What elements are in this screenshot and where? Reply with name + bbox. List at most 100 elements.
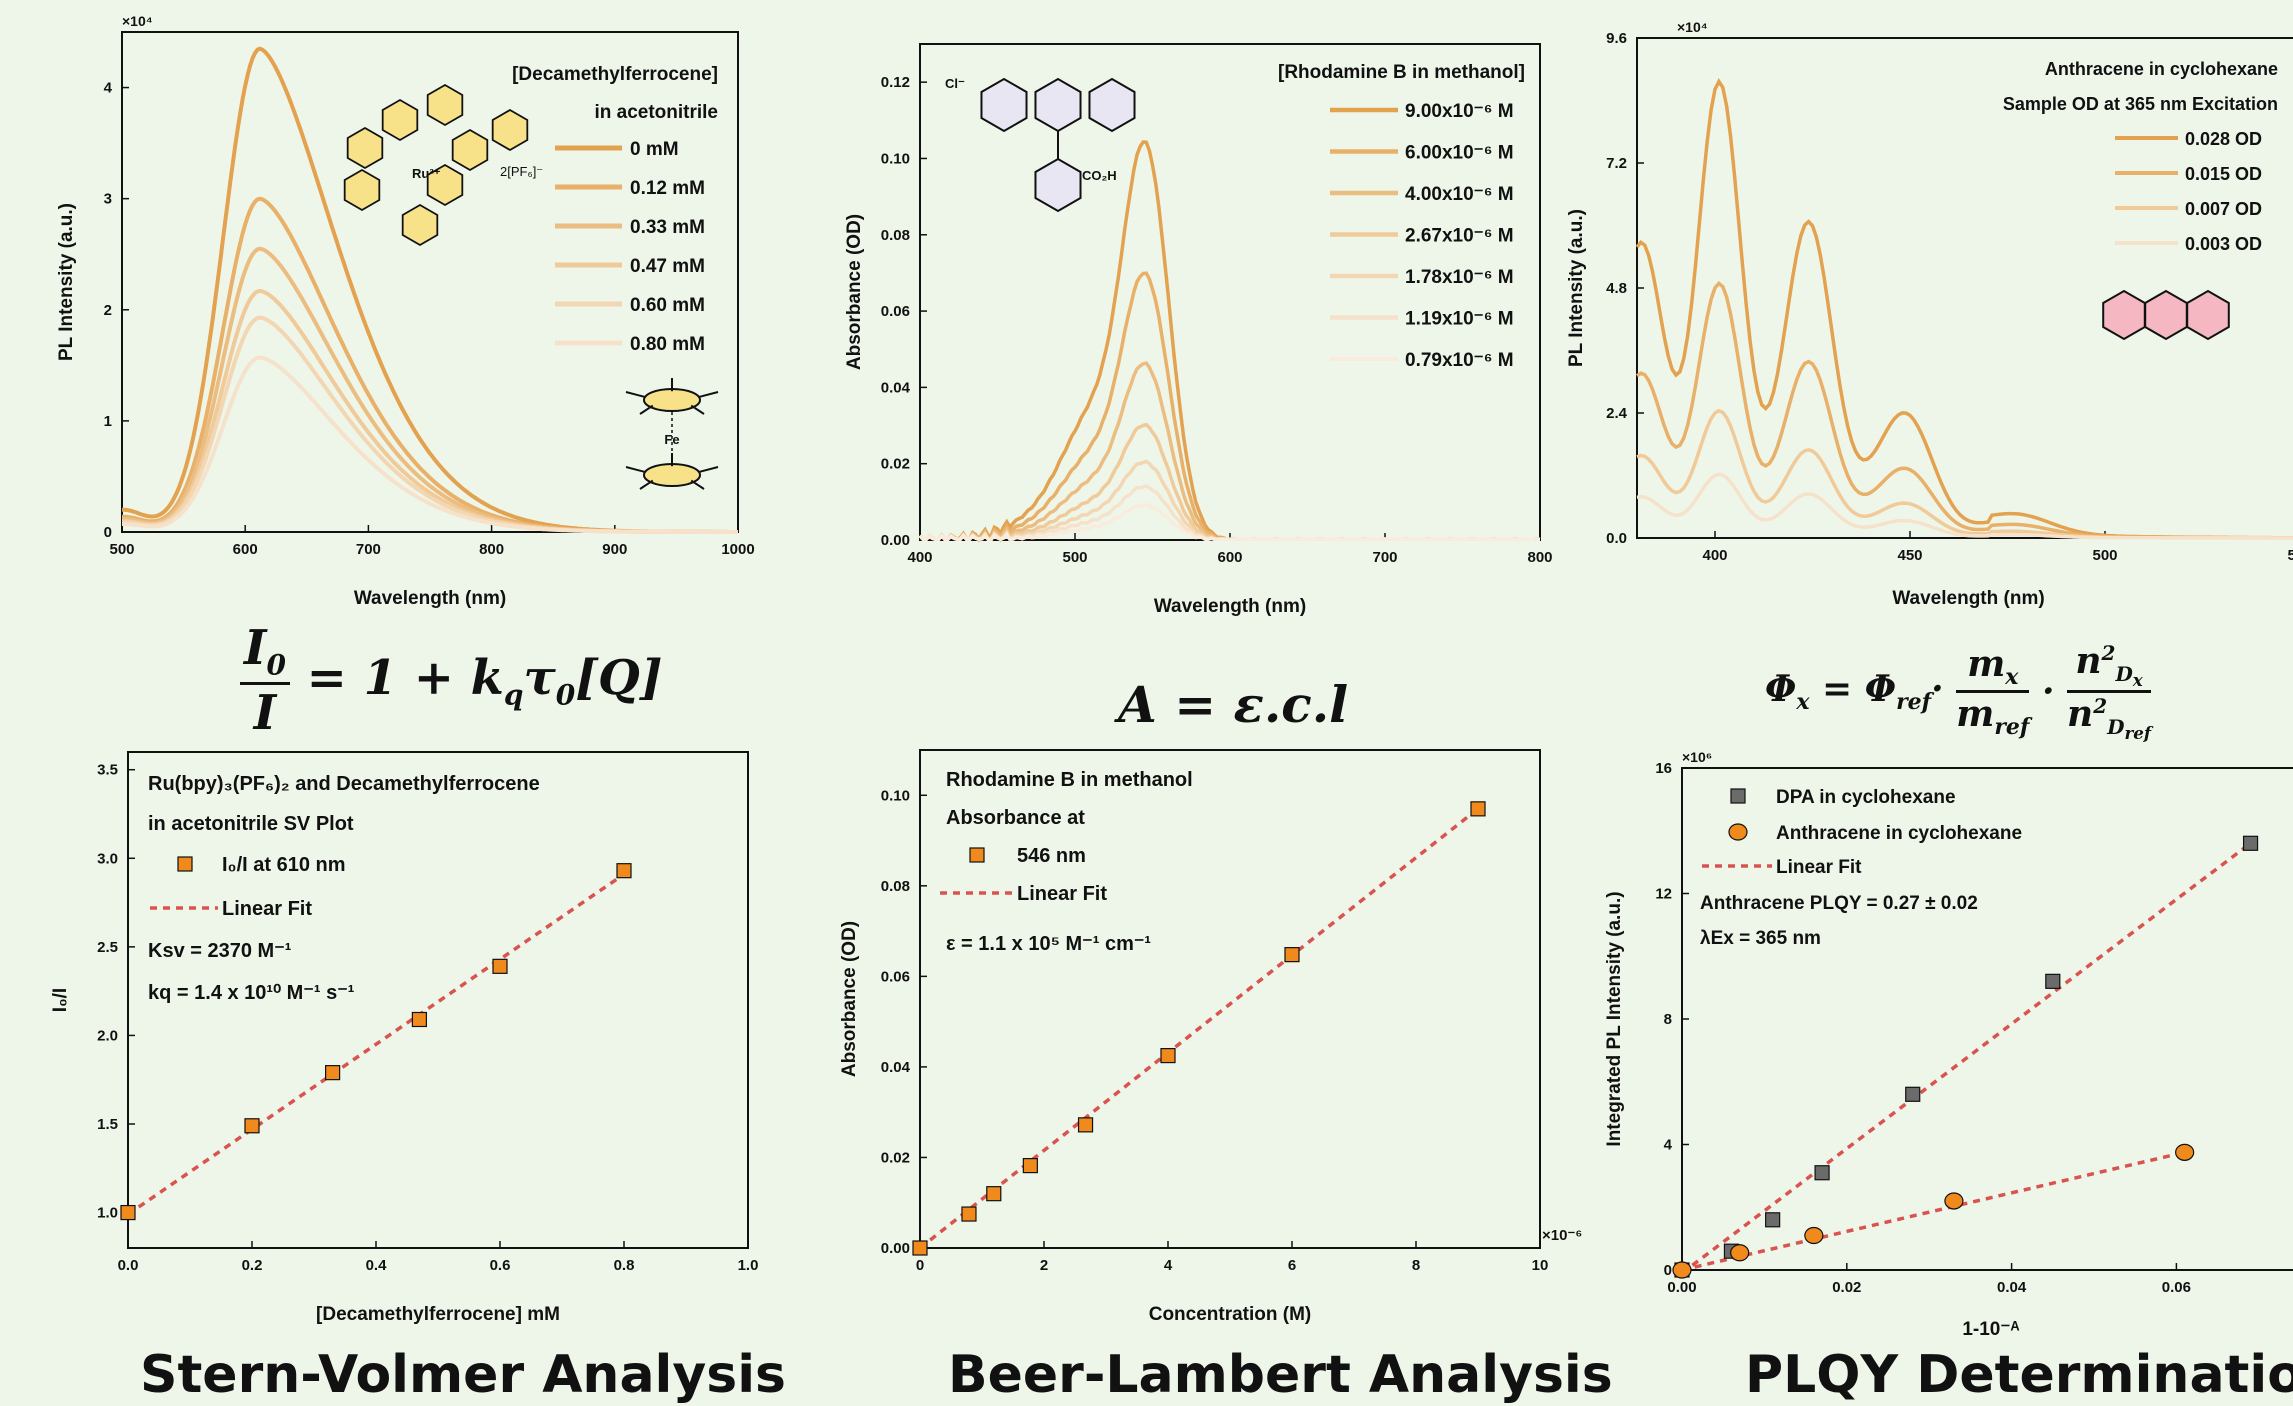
dpa-data-point — [1814, 1165, 1830, 1181]
y-axis-label: PL Intensity (a.u.) — [1566, 209, 1587, 367]
x-tick-label: 500 — [1062, 549, 1087, 566]
aromatic-ring — [2102, 289, 2146, 341]
methyl-bond — [699, 466, 719, 473]
legend-title: Anthracene in cyclohexane — [2045, 59, 2278, 79]
x-axis-label: Concentration (M) — [1149, 1304, 1312, 1325]
bl-data-point — [1284, 947, 1300, 963]
y-tick-label: 4.8 — [1606, 280, 1627, 297]
x-multiplier: ×10⁻⁶ — [1542, 1227, 1582, 1244]
x-tick-label: 0.0 — [118, 1257, 139, 1274]
legend-entry: 2.67x10⁻⁶ M — [1405, 226, 1514, 247]
sv-data-point — [492, 958, 508, 974]
y-multiplier: ×10⁶ — [1682, 749, 1712, 765]
bipyridine-ring — [491, 108, 529, 152]
absorbance-series-line — [918, 361, 1541, 543]
y-tick-label: 0.04 — [881, 379, 911, 396]
legend-entry: 9.00x10⁻⁶ M — [1405, 101, 1514, 122]
bipyridine-ring — [381, 98, 419, 142]
x-tick-label: 500 — [109, 541, 134, 558]
legend-entry: 6.00x10⁻⁶ M — [1405, 143, 1514, 164]
y-tick-label: 0.08 — [881, 227, 910, 244]
legend-entry: Anthracene in cyclohexane — [1776, 823, 2022, 844]
legend-title: [Rhodamine B in methanol] — [1278, 62, 1525, 83]
y-tick-label: 0.00 — [881, 1240, 910, 1257]
bipyridine-ring — [401, 203, 439, 247]
x-tick-label: 0.02 — [1832, 1279, 1861, 1296]
legend-title: [Decamethylferrocene] — [512, 64, 718, 85]
methyl-bond — [625, 391, 645, 398]
legend-entry: 4.00x10⁻⁶ M — [1405, 184, 1514, 205]
equation-plqy: Φx = Φref· mx mref · n2Dx n2Dref — [1765, 640, 2152, 744]
x-tick-label: 0 — [916, 1257, 924, 1274]
y-tick-label: 16 — [1655, 760, 1672, 777]
y-axis-label: Absorbance (OD) — [844, 214, 865, 370]
x-tick-label: 0.8 — [614, 1257, 635, 1274]
bl-data-point — [912, 1240, 928, 1256]
anthracene-series-line — [1636, 472, 2293, 540]
x-axis-label: [Decamethylferrocene] mM — [316, 1304, 560, 1325]
y-axis-label: I₀/I — [50, 988, 71, 1012]
legend-entry: 0.007 OD — [2185, 199, 2262, 219]
absorbance-series-line — [918, 502, 1541, 542]
bl-data-point — [1077, 1117, 1094, 1133]
stat-text: Anthracene PLQY = 0.27 ± 0.02 — [1700, 893, 1978, 914]
x-axis-label: 1-10⁻ᴬ — [1962, 1319, 2019, 1340]
plot-frame — [121, 31, 739, 533]
x-axis-label: Wavelength (nm) — [1154, 596, 1306, 617]
acid-label: CO₂H — [1082, 168, 1117, 183]
aromatic-ring — [1034, 157, 1082, 213]
y-tick-label: 3.5 — [97, 762, 118, 779]
aromatic-ring — [1034, 77, 1082, 133]
linear-fit-line — [127, 872, 625, 1216]
aromatic-ring — [2186, 289, 2230, 341]
legend-entry: 0.33 mM — [630, 217, 705, 238]
legend-entry: 1.78x10⁻⁶ M — [1405, 267, 1514, 288]
x-axis-label: Wavelength (nm) — [1892, 588, 2044, 609]
x-tick-label: 400 — [1702, 547, 1727, 564]
plot-frame — [919, 749, 1541, 1249]
methyl-bond — [690, 479, 705, 490]
y-tick-label: 0.12 — [881, 74, 910, 91]
pl-series-line — [122, 355, 738, 534]
rhodamine-molecule: Cl⁻ CO₂H — [945, 76, 1136, 213]
legend-entry: DPA in cyclohexane — [1776, 787, 1956, 808]
y-tick-label: 3 — [104, 191, 112, 208]
x-tick-label: 550 — [2287, 547, 2293, 564]
y-tick-label: 1.5 — [97, 1116, 118, 1133]
x-tick-label: 400 — [907, 549, 932, 566]
annotation-text: in acetonitrile SV Plot — [148, 813, 354, 835]
y-multiplier: ×10⁴ — [1677, 19, 1708, 35]
legend-entry: 0.003 OD — [2185, 234, 2262, 254]
anthracene-data-point — [1672, 1261, 1692, 1279]
x-tick-label: 0.00 — [1667, 1279, 1696, 1296]
x-tick-label: 450 — [1897, 547, 1922, 564]
anthracene-data-point — [2175, 1143, 2195, 1161]
legend-entry: 0.80 mM — [630, 334, 705, 355]
stat-text: kq = 1.4 x 10¹⁰ M⁻¹ s⁻¹ — [148, 982, 355, 1004]
methyl-bond — [690, 404, 705, 415]
x-tick-label: 10 — [1532, 1257, 1549, 1274]
bipyridine-ring — [343, 168, 381, 212]
bipyridine-ring — [346, 126, 384, 170]
dpa-data-point — [2045, 973, 2061, 989]
cp-ring — [643, 388, 701, 412]
y-multiplier: ×10⁴ — [122, 13, 153, 29]
legend-marker — [1730, 788, 1746, 804]
legend-entry: I₀/I at 610 nm — [222, 854, 346, 876]
annotation-text: Ru(bpy)₃(PF₆)₂ and Decamethylferrocene — [148, 773, 540, 795]
legend-entry: 0.60 mM — [630, 295, 705, 316]
y-tick-label: 12 — [1655, 886, 1672, 903]
equation-stern-volmer: I0 I = 1 + kqτ0[Q] — [240, 620, 662, 741]
x-tick-label: 4 — [1164, 1257, 1173, 1274]
y-tick-label: 1.0 — [97, 1205, 118, 1222]
aromatic-ring — [2144, 289, 2188, 341]
aromatic-ring — [980, 77, 1028, 133]
legend-title: Sample OD at 365 nm Excitation — [2003, 94, 2278, 114]
sv-data-point — [325, 1065, 341, 1081]
anthracene-data-point — [1804, 1226, 1824, 1245]
methyl-bond — [639, 404, 654, 415]
methyl-bond — [699, 391, 719, 398]
legend-entry: Linear Fit — [222, 898, 312, 920]
legend-marker — [1728, 823, 1748, 841]
